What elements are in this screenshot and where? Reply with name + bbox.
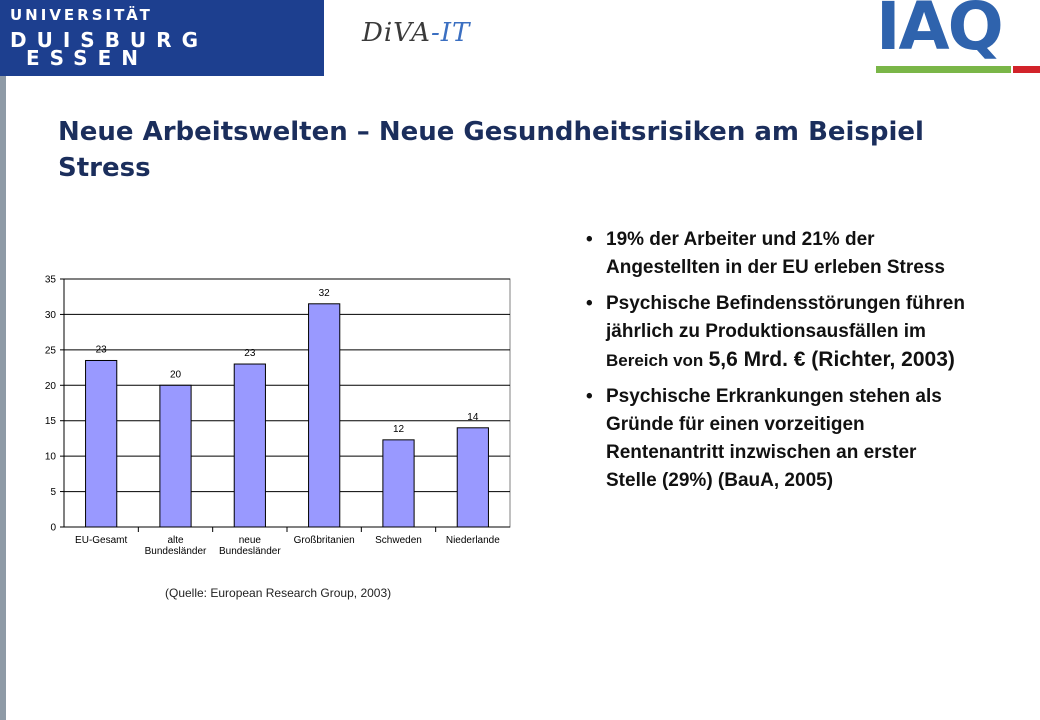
bar-value-label: 14: [467, 412, 479, 423]
y-tick-label: 5: [50, 487, 56, 498]
bar-value-label: 32: [319, 288, 331, 299]
bullet-dot-icon: •: [586, 386, 593, 407]
bar: [159, 384, 192, 528]
x-category-label-line: Bundesländer: [219, 546, 281, 557]
x-category-label-line: Großbritanien: [294, 535, 355, 546]
iaq-logo-green-bar: [876, 66, 1011, 73]
diva-logo-part-1: DiVA: [362, 18, 431, 48]
iaq-logo-text: IAQ: [876, 0, 1004, 65]
bar-value-label: 20: [170, 369, 182, 380]
slide-title: Neue Arbeitswelten – Neue Gesundheitsris…: [58, 117, 924, 183]
x-category-label: Großbritanien: [294, 535, 355, 546]
bullet-text-small: Bereich von: [606, 351, 704, 370]
diva-it-logo: DiVA-IT: [362, 18, 470, 48]
bar: [308, 303, 341, 528]
diva-logo-part-2: -IT: [430, 18, 471, 48]
y-tick-label: 35: [45, 275, 57, 286]
bar: [85, 359, 118, 528]
x-category-label-line: Schweden: [375, 535, 422, 546]
x-category-label-line: Bundesländer: [145, 546, 207, 557]
y-tick-label: 30: [45, 310, 57, 321]
bullet-text: Psychische Erkrankungen stehen als Gründ…: [606, 386, 942, 491]
x-category-label-line: alte: [167, 535, 184, 546]
y-tick-label: 10: [45, 452, 57, 463]
plot-area-frame: [63, 278, 511, 528]
bullet-dot-icon: •: [586, 293, 593, 314]
x-category-label: Schweden: [375, 535, 422, 546]
bullet-text: Psychische Befindensstörungen führen jäh…: [606, 293, 965, 342]
bullet-dot-icon: •: [586, 229, 593, 250]
iaq-logo: IAQ: [876, 0, 1040, 78]
bullet-text: 19% der Arbeiter und 21% der Angestellte…: [606, 229, 945, 278]
x-category-label: alte Bundesländer: [145, 535, 207, 557]
bullet-text-large: 5,6 Mrd. € (Richter, 2003): [708, 348, 955, 371]
bar: [382, 439, 415, 528]
y-tick-label: 25: [45, 345, 57, 356]
bar: [456, 427, 489, 528]
bullet-list: • 19% der Arbeiter und 21% der Angestell…: [586, 226, 966, 503]
uni-logo-line-2: DUISBURG: [10, 28, 208, 52]
x-category-label-line: neue: [239, 535, 262, 546]
iaq-logo-red-bar: [1013, 66, 1040, 73]
x-category-label: EU-Gesamt: [75, 535, 127, 546]
uni-logo-line-1: UNIVERSITÄT: [10, 6, 153, 24]
x-category-label-line: Niederlande: [446, 535, 500, 546]
x-category-label-line: EU-Gesamt: [75, 535, 127, 546]
y-tick-label: 15: [45, 416, 57, 427]
bar-value-label: 23: [244, 348, 256, 359]
uni-logo-line-3: ESSEN: [26, 46, 148, 70]
bullet-item: • Psychische Befindensstörungen führen j…: [586, 290, 966, 375]
y-tick-label: 0: [50, 523, 56, 534]
x-category-label: neue Bundesländer: [219, 535, 281, 557]
bullet-item: • Psychische Erkrankungen stehen als Grü…: [586, 383, 966, 495]
x-category-label: Niederlande: [446, 535, 500, 546]
bar: [233, 363, 266, 528]
chart-source-note: (Quelle: European Research Group, 2003): [165, 586, 392, 600]
left-accent-rule: [0, 76, 6, 720]
bullet-item: • 19% der Arbeiter und 21% der Angestell…: [586, 226, 966, 282]
bar-value-label: 23: [96, 344, 108, 355]
university-logo: UNIVERSITÄT DUISBURG ESSEN: [0, 0, 324, 76]
y-tick-label: 20: [45, 381, 57, 392]
bar-value-label: 12: [393, 424, 405, 435]
